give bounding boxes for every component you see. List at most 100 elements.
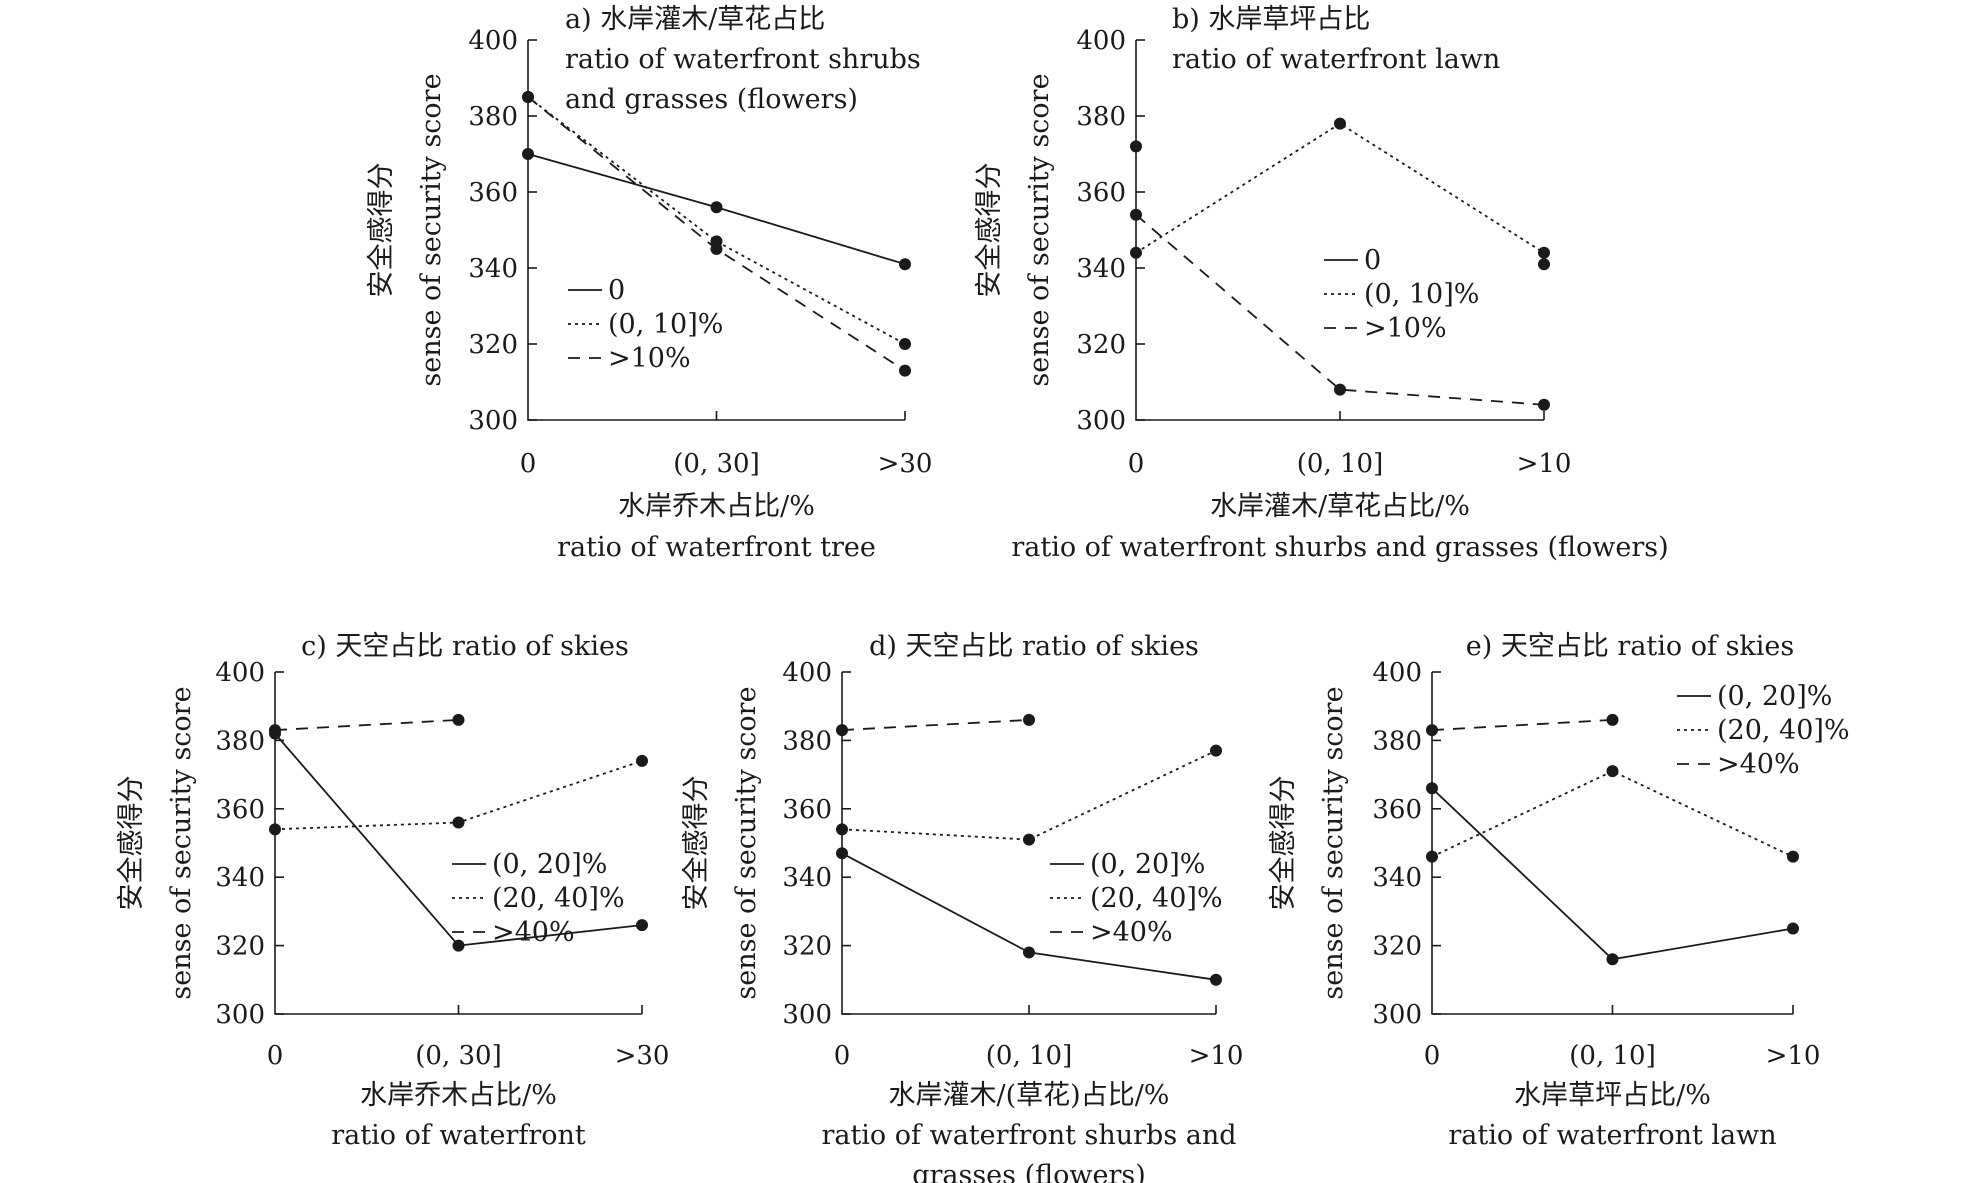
- y-tick-label: 360: [468, 178, 518, 208]
- data-point: [1538, 258, 1550, 271]
- data-point: [452, 816, 465, 829]
- y-axis-label: 安全感得分: [1268, 776, 1299, 911]
- x-axis-label: ratio of waterfront lawn: [1448, 1120, 1776, 1151]
- data-point: [710, 201, 723, 214]
- y-axis-label: sense of security score: [416, 73, 447, 386]
- y-tick-label: 400: [468, 26, 518, 56]
- data-point: [899, 258, 911, 271]
- legend-label: (0, 10]%: [1364, 279, 1479, 310]
- data-point: [522, 91, 534, 103]
- x-axis-label: 水岸草坪占比/%: [1514, 1080, 1711, 1111]
- data-point: [1210, 973, 1222, 986]
- y-axis-label: 安全感得分: [681, 776, 712, 911]
- series-line: [1135, 122, 1545, 254]
- data-point: [1787, 922, 1799, 935]
- data-point: [1023, 713, 1035, 726]
- chart-title: and grasses (flowers): [565, 84, 858, 115]
- x-tick-label: >30: [615, 1041, 670, 1071]
- x-axis-label: ratio of waterfront shurbs and: [821, 1120, 1236, 1151]
- y-axis-label: sense of security score: [731, 686, 762, 999]
- legend-label: >40%: [492, 917, 575, 948]
- x-axis-label: ratio of waterfront shurbs and grasses (…: [1011, 532, 1668, 563]
- legend-label: (0, 20]%: [492, 849, 607, 880]
- data-point: [1130, 208, 1142, 221]
- series-line: [1431, 719, 1613, 731]
- data-point: [1023, 946, 1035, 959]
- data-point: [1606, 953, 1619, 966]
- x-tick-label: 0: [1424, 1041, 1441, 1071]
- data-point: [1210, 744, 1222, 757]
- data-point: [1426, 724, 1438, 737]
- legend-label: (20, 40]%: [492, 883, 625, 914]
- x-tick-label: >10: [1517, 449, 1572, 479]
- x-tick-label: (0, 30]: [415, 1041, 501, 1071]
- data-point: [836, 847, 848, 860]
- y-tick-label: 380: [468, 102, 518, 132]
- series-line: [1431, 787, 1794, 961]
- y-tick-label: 380: [1076, 102, 1126, 132]
- y-axis-label: sense of security score: [166, 686, 197, 999]
- x-axis-label: ratio of waterfront: [331, 1120, 586, 1151]
- y-tick-label: 340: [1372, 863, 1422, 893]
- data-point: [1606, 713, 1619, 726]
- chart-title: c) 天空占比 ratio of skies: [301, 631, 629, 662]
- y-tick-label: 340: [1076, 254, 1126, 284]
- data-point: [899, 364, 911, 377]
- y-tick-label: 300: [1372, 1000, 1422, 1030]
- x-axis-label: 水岸乔木占比/%: [360, 1080, 557, 1111]
- chart-a: 300 320 340 360 380 400 0 (0, 30] >30 a) 水岸灌木/草花占…: [366, 4, 932, 563]
- x-tick-label: 0: [520, 449, 537, 479]
- data-point: [1606, 765, 1619, 778]
- y-tick-label: 400: [215, 658, 265, 688]
- y-tick-label: 360: [1076, 178, 1126, 208]
- data-point: [269, 724, 281, 737]
- legend-label: (20, 40]%: [1717, 715, 1850, 746]
- y-axis-label: sense of security score: [1318, 686, 1349, 999]
- y-tick-label: 300: [782, 1000, 832, 1030]
- y-tick-label: 320: [468, 330, 518, 360]
- y-axis-label: 安全感得分: [116, 776, 147, 911]
- x-axis-label: 水岸乔木占比/%: [618, 491, 815, 522]
- legend-label: (0, 10]%: [608, 309, 723, 340]
- data-point: [636, 919, 648, 932]
- x-tick-label: (0, 10]: [1297, 449, 1383, 479]
- x-tick-label: (0, 10]: [986, 1041, 1072, 1071]
- y-tick-label: 340: [215, 863, 265, 893]
- x-axis-label: ratio of waterfront tree: [557, 532, 876, 563]
- data-point: [522, 148, 534, 160]
- data-point: [836, 823, 848, 836]
- x-axis-label: 水岸灌木/草花占比/%: [1210, 491, 1470, 522]
- legend-label: (20, 40]%: [1090, 883, 1223, 914]
- axes: [1135, 40, 1544, 421]
- data-point: [710, 243, 723, 255]
- x-axis-label: 水岸灌木/(草花)占比/%: [889, 1080, 1170, 1111]
- x-tick-label: 0: [1128, 449, 1145, 479]
- chart-d: 300 320 340 360 380 400 0 (0, 10] >10 d) 天空占比 rat…: [681, 631, 1243, 1183]
- y-tick-label: 320: [1372, 932, 1422, 962]
- series-line: [1431, 770, 1794, 858]
- y-tick-label: 320: [782, 932, 832, 962]
- y-axis-label: 安全感得分: [366, 163, 397, 298]
- data-point: [1538, 398, 1550, 411]
- series-line: [527, 96, 906, 345]
- y-tick-label: 380: [782, 726, 832, 756]
- y-tick-label: 320: [1076, 330, 1126, 360]
- data-point: [1787, 850, 1799, 863]
- x-tick-label: (0, 10]: [1569, 1041, 1655, 1071]
- y-tick-label: 300: [1076, 406, 1126, 436]
- data-point: [1334, 383, 1346, 396]
- y-tick-label: 300: [468, 406, 518, 436]
- legend-label: >40%: [1717, 749, 1800, 780]
- legend-label: 0: [1364, 245, 1381, 276]
- x-axis-label: grasses (flowers): [912, 1160, 1146, 1183]
- y-tick-label: 400: [782, 658, 832, 688]
- series-line: [841, 749, 1217, 841]
- chart-title: d) 天空占比 ratio of skies: [869, 631, 1199, 662]
- y-tick-label: 320: [215, 932, 265, 962]
- data-point: [836, 724, 848, 737]
- y-tick-label: 380: [1372, 726, 1422, 756]
- y-tick-label: 360: [782, 795, 832, 825]
- chart-c: 300 320 340 360 380 400 0 (0, 30] >30 c) 天空占比 rat…: [116, 631, 669, 1151]
- x-tick-label: 0: [834, 1041, 851, 1071]
